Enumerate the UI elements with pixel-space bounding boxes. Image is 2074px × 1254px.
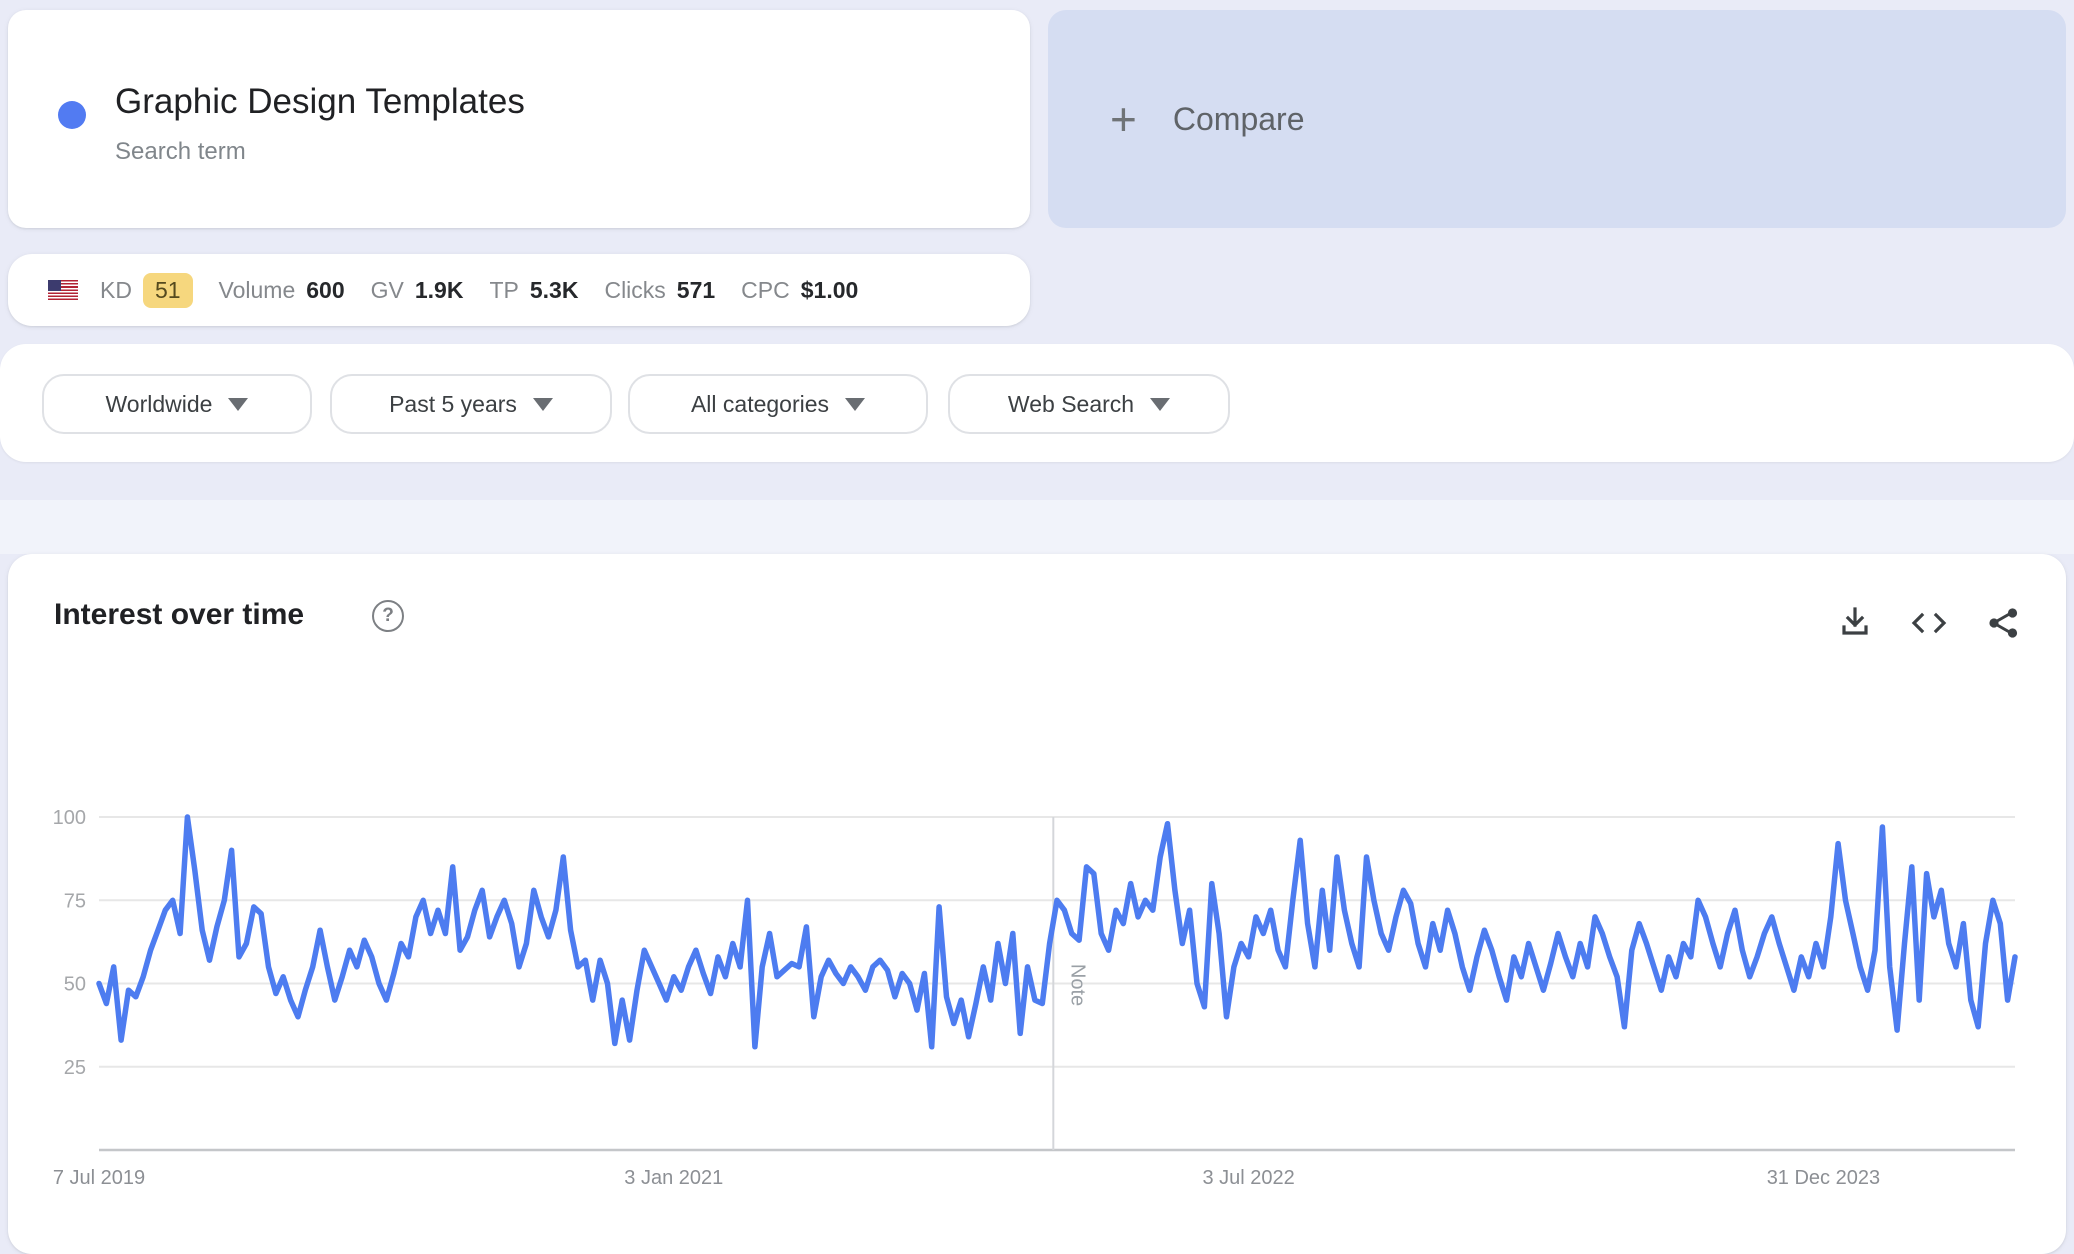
tp-label: TP <box>489 276 519 303</box>
search-type-dropdown-label: Web Search <box>1007 390 1135 417</box>
download-icon[interactable] <box>1836 604 1874 642</box>
region-dropdown[interactable]: Worldwide <box>42 374 312 434</box>
us-flag-icon <box>48 280 78 300</box>
add-comparison-button[interactable]: + Compare <box>1048 10 2066 228</box>
note-marker-label: Note <box>1066 964 1088 1006</box>
x-axis-label: 3 Jan 2021 <box>624 1167 723 1189</box>
interest-over-time-card: Interest over time ? 25 50 75 100 7 Jul 2019… <box>8 554 2066 1254</box>
cpc-value: $1.00 <box>800 276 859 303</box>
plus-icon: + <box>1110 93 1137 145</box>
chevron-down-icon <box>228 397 249 411</box>
chevron-down-icon <box>845 397 866 411</box>
background-band <box>0 500 2074 554</box>
time-range-dropdown[interactable]: Past 5 years <box>330 374 612 434</box>
clicks-label: Clicks <box>604 276 666 303</box>
clicks-value: 571 <box>676 276 716 303</box>
y-axis-label: 75 <box>64 890 86 912</box>
tp-value: 5.3K <box>529 276 579 303</box>
help-icon[interactable]: ? <box>372 600 404 632</box>
share-icon[interactable] <box>1984 604 2022 642</box>
category-dropdown-label: All categories <box>690 390 830 417</box>
search-term-type: Search term <box>115 138 246 165</box>
kd-badge: 51 <box>142 272 193 308</box>
embed-code-icon[interactable] <box>1910 604 1948 642</box>
gv-label: GV <box>370 276 404 303</box>
chevron-down-icon <box>532 397 553 411</box>
y-axis-label: 100 <box>53 807 86 829</box>
volume-label: Volume <box>218 276 296 303</box>
search-type-dropdown[interactable]: Web Search <box>948 374 1230 434</box>
trend-line[interactable] <box>96 814 2018 1050</box>
volume-value: 600 <box>306 276 345 303</box>
x-axis-label: 31 Dec 2023 <box>1767 1167 1880 1189</box>
search-term-title: Graphic Design Templates <box>115 82 525 121</box>
interest-over-time-chart[interactable]: 25 50 75 100 7 Jul 2019 3 Jan 2021 3 Jul 2022 3… <box>8 734 2066 1220</box>
y-axis-label: 25 <box>64 1057 86 1079</box>
cpc-label: CPC <box>741 276 790 303</box>
category-dropdown[interactable]: All categories <box>628 374 928 434</box>
series-color-dot-icon <box>58 101 86 129</box>
time-range-dropdown-label: Past 5 years <box>389 390 517 417</box>
search-term-card: Graphic Design Templates Search term <box>8 10 1030 228</box>
filter-bar: Worldwide Past 5 years All categories We… <box>0 344 2074 462</box>
kd-label: KD <box>100 276 132 303</box>
gv-value: 1.9K <box>414 276 464 303</box>
keyword-metrics-bar: KD 51 Volume 600 GV 1.9K TP 5.3K Clicks … <box>8 254 1030 326</box>
x-axis-label: 3 Jul 2022 <box>1202 1167 1294 1189</box>
y-axis-label: 50 <box>64 974 86 996</box>
section-title: Interest over time <box>54 598 305 631</box>
region-dropdown-label: Worldwide <box>105 390 213 417</box>
compare-label: Compare <box>1172 100 1305 137</box>
chart-actions <box>1836 604 2022 642</box>
x-axis-label: 7 Jul 2019 <box>53 1167 145 1189</box>
chevron-down-icon <box>1150 397 1171 411</box>
